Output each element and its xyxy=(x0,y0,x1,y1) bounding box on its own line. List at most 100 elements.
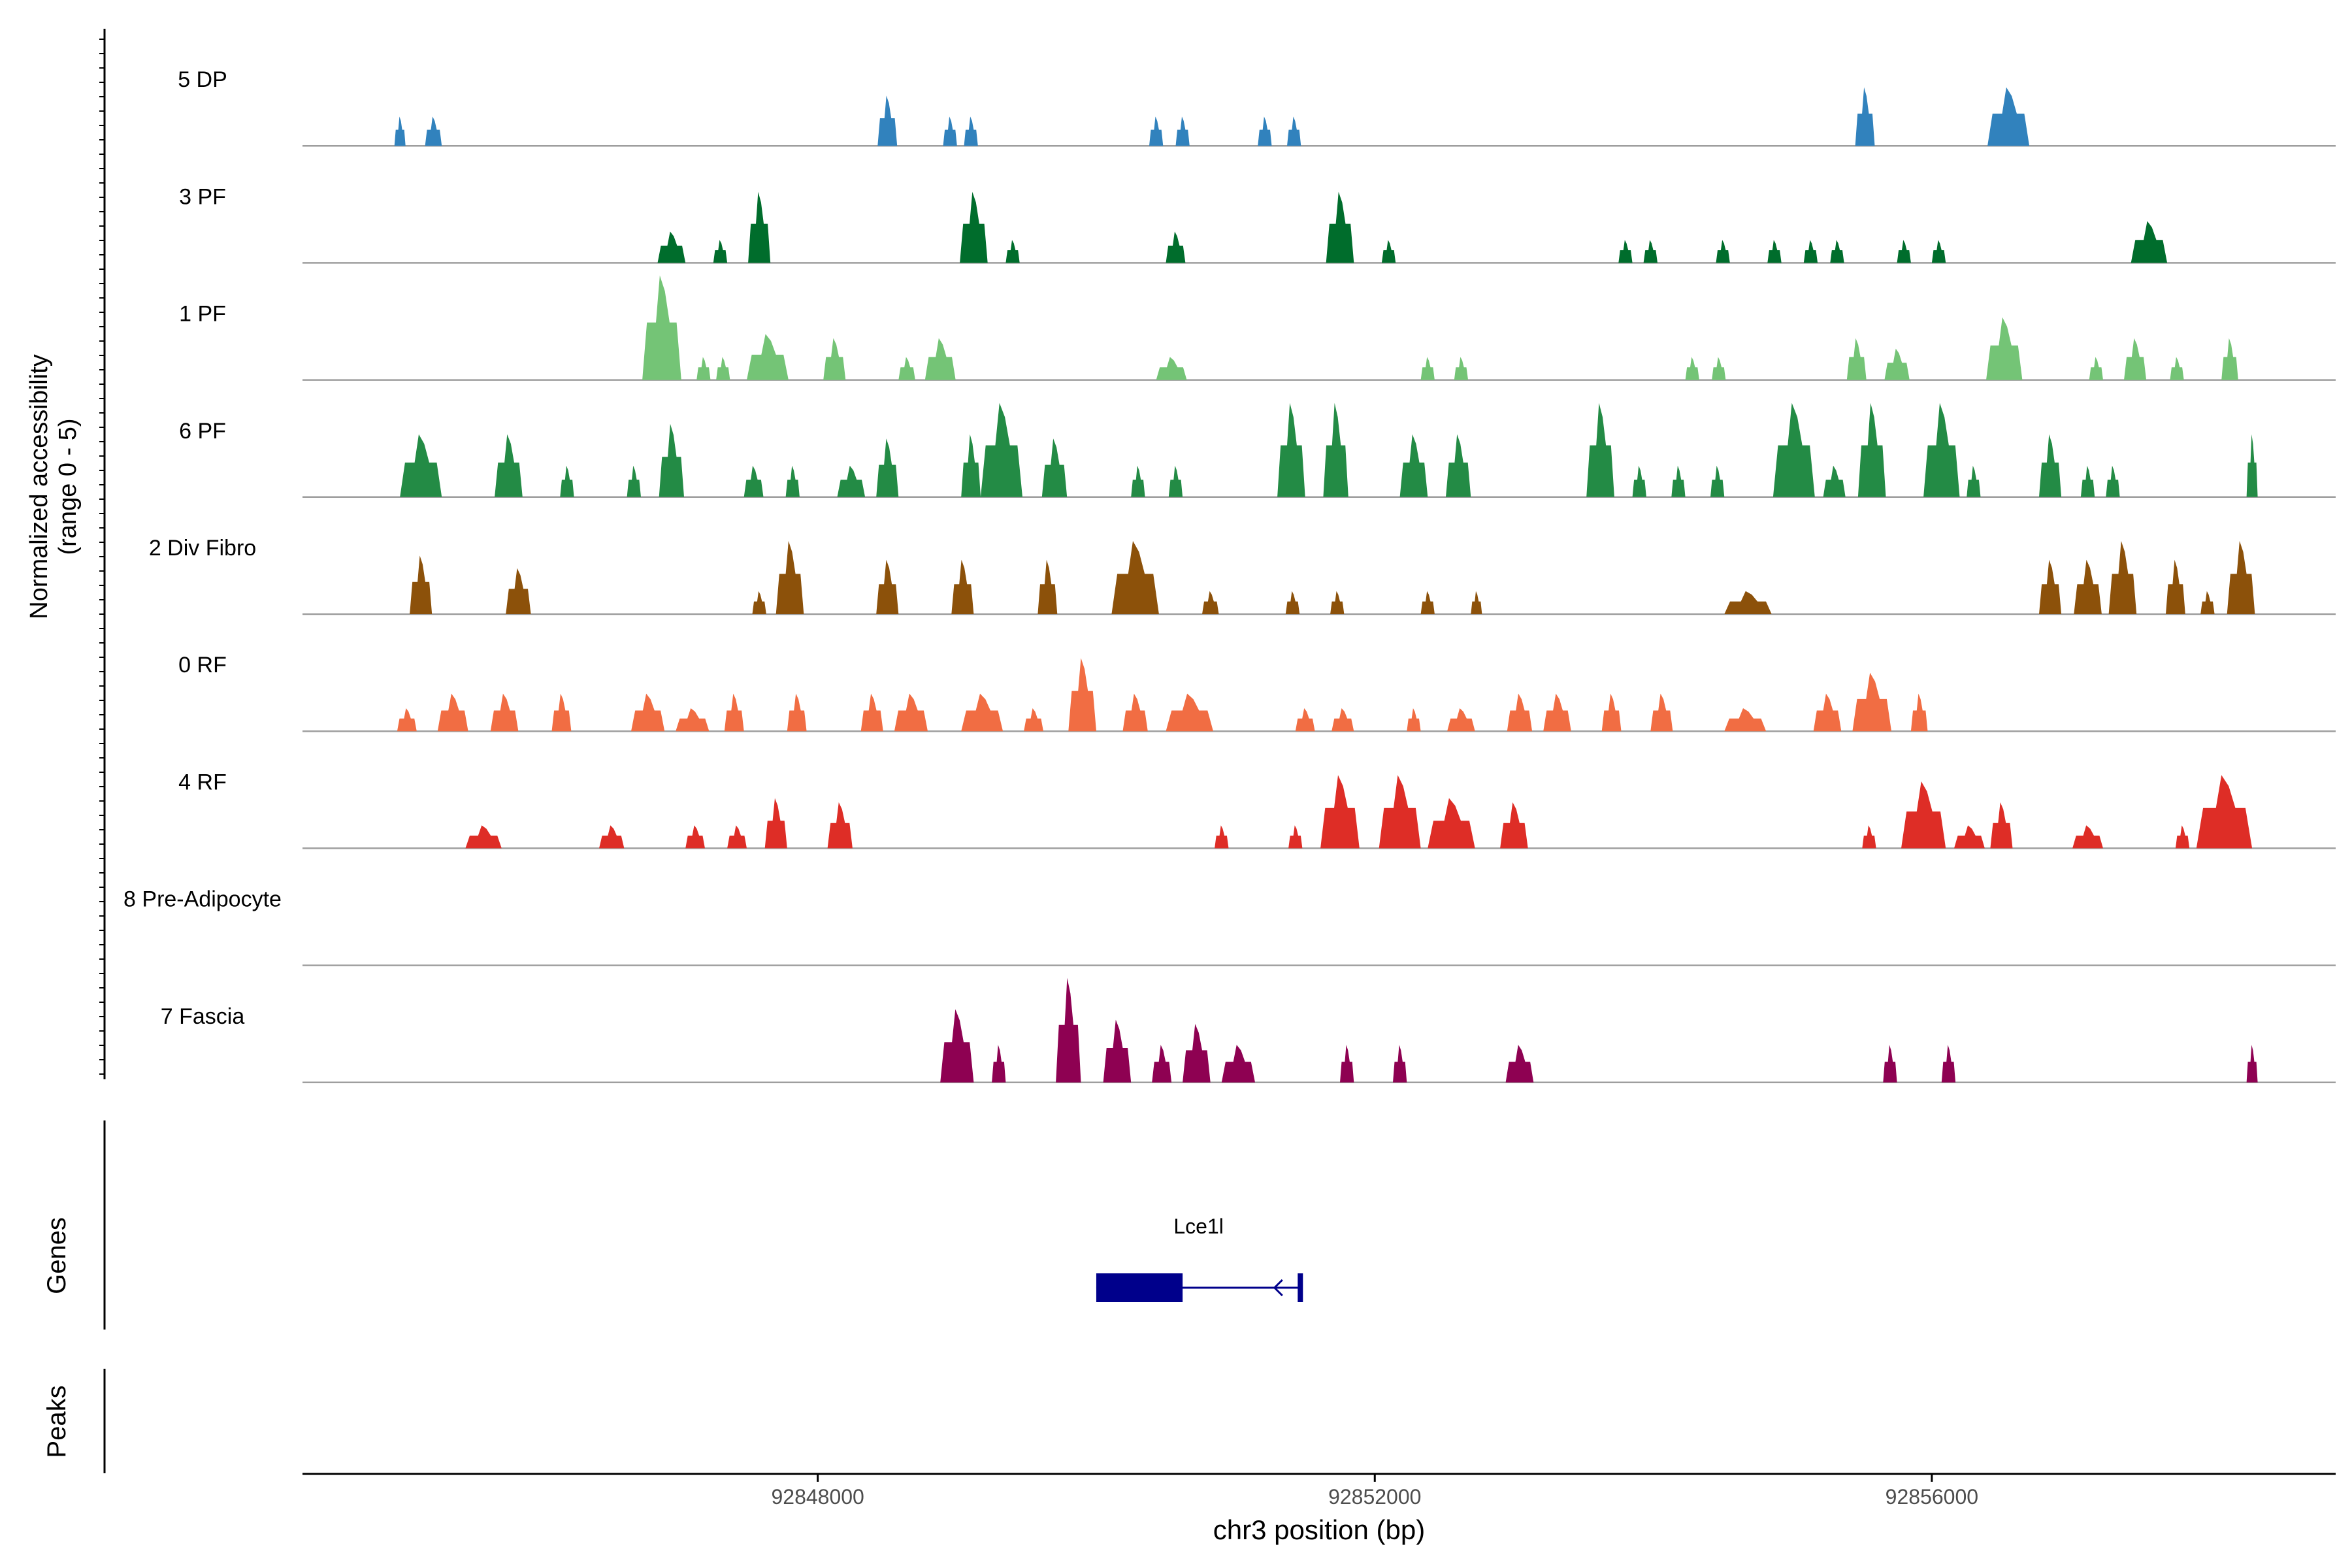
coverage-peak xyxy=(490,693,519,732)
coverage-peak xyxy=(2246,1045,2258,1083)
coverage-peak xyxy=(1037,559,1058,614)
coverage-peak xyxy=(1068,658,1096,732)
coverage-peak xyxy=(1685,357,1699,380)
coverage-peak xyxy=(1823,465,1846,497)
coverage-peak xyxy=(2039,559,2062,614)
coverage-peak xyxy=(981,402,1022,497)
track-6: 4 RF xyxy=(178,770,2336,849)
coverage-peak xyxy=(961,434,981,497)
coverage-peak xyxy=(1830,240,1844,263)
track-0: 5 DP xyxy=(178,67,2336,147)
coverage-peak xyxy=(1166,231,1186,263)
y-axis-label-group: Normalized accessibility (range 0 - 5) xyxy=(25,354,82,619)
coverage-peak xyxy=(1041,438,1068,497)
coverage-peak xyxy=(1671,465,1686,497)
gene-name-label: Lce1l xyxy=(1173,1215,1224,1238)
coverage-peak xyxy=(1103,1019,1132,1083)
coverage-peak xyxy=(2175,825,2190,849)
coverage-peak xyxy=(1941,1045,1956,1083)
coverage-peak xyxy=(1111,541,1159,614)
coverage-peak xyxy=(727,825,747,849)
coverage-peak xyxy=(764,798,787,849)
coverage-peak xyxy=(1601,693,1622,732)
coverage-peak xyxy=(1393,1045,1407,1083)
coverage-peak xyxy=(1857,402,1886,497)
track-7: 8 Pre-Adipocyte xyxy=(123,887,2336,966)
coverage-peak xyxy=(1710,465,1725,497)
coverage-peak xyxy=(1855,87,1875,146)
coverage-peak xyxy=(1056,977,1081,1083)
coverage-peak xyxy=(1399,434,1428,497)
coverage-peak xyxy=(1447,708,1475,732)
coverage-peak xyxy=(437,693,468,732)
track-label: 8 Pre-Adipocyte xyxy=(123,887,282,912)
coverage-peak xyxy=(1772,402,1815,497)
coverage-peak xyxy=(1931,240,1946,263)
coverage-peak xyxy=(506,568,531,614)
coverage-peak xyxy=(2108,541,2137,614)
coverage-peak xyxy=(960,191,988,263)
coverage-peak xyxy=(1330,591,1345,614)
gene-end-cap xyxy=(1298,1273,1303,1302)
genes-track: Lce1l xyxy=(1096,1215,1303,1302)
coverage-peak xyxy=(397,708,417,732)
coverage-peak xyxy=(2166,559,2185,614)
coverage-peak xyxy=(1258,116,1272,146)
x-tick-label: 92852000 xyxy=(1328,1485,1421,1509)
coverage-peak xyxy=(1910,693,1928,732)
coverage-peak xyxy=(1024,708,1043,732)
peaks-label-group: Peaks xyxy=(42,1385,71,1458)
track-label: 1 PF xyxy=(179,302,226,327)
coverage-peak xyxy=(425,116,442,146)
coverage-peak xyxy=(1152,1045,1172,1083)
coverage-peak xyxy=(1215,825,1229,849)
coverage-peak xyxy=(716,357,730,380)
coverage-peak xyxy=(1852,672,1891,732)
coverage-peak xyxy=(599,825,625,849)
tracks-container: 5 DP 3 PF 1 PF 6 PF 2 Div Fibro 0 RF 4 RF 8 Pre… xyxy=(123,67,2336,1084)
coverage-peak xyxy=(1987,87,2030,146)
coverage-peak xyxy=(1471,591,1482,614)
coverage-peak xyxy=(1446,434,1471,497)
coverage-peak xyxy=(2221,338,2238,380)
coverage-peak xyxy=(2074,559,2102,614)
track-3: 6 PF xyxy=(179,402,2336,498)
coverage-peak xyxy=(860,693,883,732)
coverage-peak xyxy=(1650,693,1673,732)
peaks-panel-label: Peaks xyxy=(42,1385,71,1458)
coverage-peak xyxy=(827,802,853,849)
coverage-peak xyxy=(1277,402,1305,497)
coverage-peak xyxy=(1295,708,1315,732)
coverage-peak xyxy=(898,357,915,380)
coverage-peak xyxy=(748,191,771,263)
genes-label-group: Genes xyxy=(42,1217,71,1294)
coverage-peak xyxy=(877,95,898,146)
coverage-peak xyxy=(1507,693,1533,732)
coverage-peak xyxy=(676,708,710,732)
track-8: 7 Fascia xyxy=(161,977,2336,1084)
x-axis-label: chr3 position (bp) xyxy=(1213,1514,1426,1545)
coverage-peak xyxy=(1005,240,1020,263)
coverage-peak xyxy=(1407,708,1421,732)
coverage-peak xyxy=(1767,240,1782,263)
coverage-peak xyxy=(2196,775,2253,849)
track-label: 7 Fascia xyxy=(161,1004,245,1029)
coverage-peak xyxy=(696,357,711,380)
coverage-peak xyxy=(1381,240,1396,263)
coverage-peak xyxy=(400,434,442,497)
coverage-peak xyxy=(747,334,789,380)
y-axis-label-line2: (range 0 - 5) xyxy=(54,418,82,555)
coverage-peak xyxy=(924,338,956,380)
genes-panel-label: Genes xyxy=(42,1217,71,1294)
coverage-peak xyxy=(1862,825,1876,849)
coverage-peak xyxy=(465,825,502,849)
coverage-peak xyxy=(785,465,800,497)
coverage-peak xyxy=(2089,357,2103,380)
coverage-peak xyxy=(1883,1045,1897,1083)
coverage-peak xyxy=(2200,591,2215,614)
track-label: 3 PF xyxy=(179,184,226,209)
track-label: 6 PF xyxy=(179,419,226,444)
coverage-peak xyxy=(776,541,804,614)
coverage-peak xyxy=(943,116,957,146)
